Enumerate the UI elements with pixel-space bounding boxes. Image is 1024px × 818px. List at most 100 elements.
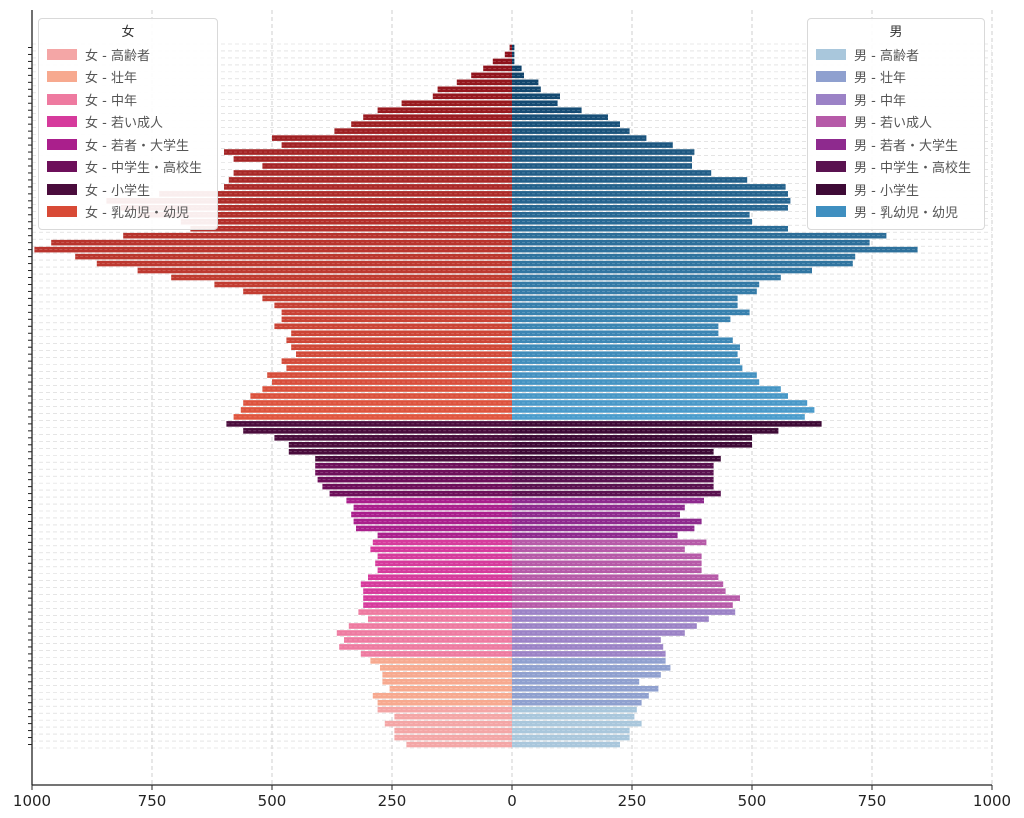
bar-female-48 (240, 407, 513, 413)
bar-female-19 (358, 609, 512, 615)
legend-label: 男 - 乳幼児・幼児 (854, 206, 958, 222)
bar-male-90 (512, 114, 608, 120)
bar-female-7 (372, 692, 512, 699)
bar-male-99 (512, 51, 515, 58)
x-tick-label: 500 (738, 792, 767, 810)
bar-male-12 (512, 658, 666, 664)
legend-title-male: 男 (889, 25, 903, 40)
bar-male-23 (512, 581, 724, 587)
bar-male-26 (512, 560, 702, 567)
bar-female-78 (106, 198, 513, 204)
bar-female-30 (377, 532, 512, 539)
bar-male-81 (512, 177, 748, 183)
bar-male-76 (512, 211, 750, 218)
bar-male-47 (512, 414, 805, 420)
bar-male-97 (512, 65, 522, 72)
bar-male-25 (512, 567, 702, 574)
bar-male-2 (512, 727, 630, 734)
bar-female-20 (363, 602, 512, 608)
legend-item: 男 - 乳幼児・幼児 (816, 201, 976, 224)
bar-male-22 (512, 588, 726, 594)
bar-male-64 (512, 295, 738, 302)
bar-male-18 (512, 616, 709, 622)
legend-label: 男 - 中年 (854, 93, 906, 109)
bar-male-1 (512, 734, 630, 741)
bar-male-20 (512, 602, 733, 608)
bar-male-56 (512, 351, 738, 357)
bar-male-8 (512, 685, 659, 692)
bar-female-2 (394, 727, 512, 734)
bar-male-34 (512, 504, 685, 511)
bar-female-49 (243, 400, 512, 406)
bar-male-73 (512, 232, 887, 239)
x-tick-label: 250 (618, 792, 647, 810)
bar-female-55 (281, 358, 512, 364)
bar-female-5 (377, 706, 512, 713)
legend-item: 女 - 乳幼児・幼児 (47, 201, 209, 224)
bar-female-56 (296, 351, 512, 357)
bar-male-60 (512, 323, 719, 330)
bar-female-67 (171, 274, 512, 281)
legend-swatch (816, 71, 846, 83)
legend-label: 男 - 小学生 (854, 183, 919, 199)
bar-male-41 (512, 455, 721, 462)
legend-label: 男 - 若い成人 (854, 116, 932, 132)
legend-swatch (47, 93, 77, 105)
bar-female-82 (233, 170, 512, 176)
bar-female-33 (351, 511, 512, 518)
x-tick-label: 750 (858, 792, 887, 810)
bar-male-78 (512, 198, 791, 204)
bar-female-90 (363, 114, 512, 120)
bar-female-39 (315, 469, 512, 476)
bar-female-11 (380, 665, 512, 671)
bar-male-30 (512, 532, 678, 539)
bar-female-87 (272, 135, 512, 141)
bar-male-55 (512, 358, 740, 364)
legend-label: 女 - 小学生 (85, 183, 150, 199)
x-tick-label: 500 (258, 792, 287, 810)
bar-male-96 (512, 72, 524, 79)
bar-male-33 (512, 511, 680, 518)
bar-male-82 (512, 170, 712, 176)
bar-male-50 (512, 393, 788, 399)
legend-swatch (816, 48, 846, 60)
bar-female-24 (368, 574, 512, 581)
bar-male-28 (512, 546, 685, 553)
legend-item: 女 - 中学生・高校生 (47, 156, 209, 179)
bar-female-46 (226, 421, 512, 427)
bar-female-92 (401, 100, 512, 107)
bar-female-14 (339, 644, 512, 650)
legend-label: 男 - 中学生・高校生 (854, 161, 971, 177)
bar-female-6 (377, 699, 512, 706)
bar-male-48 (512, 407, 815, 413)
legend-swatch (47, 161, 77, 173)
legend-label: 男 - 若者・大学生 (854, 138, 958, 154)
bar-female-70 (75, 253, 512, 260)
bar-female-10 (382, 672, 512, 678)
bar-male-98 (512, 58, 515, 65)
legend-item: 女 - 中年 (47, 88, 209, 111)
legend-item: 女 - 若い成人 (47, 111, 209, 134)
bar-male-21 (512, 595, 740, 601)
bar-female-57 (291, 344, 512, 350)
bar-male-13 (512, 651, 666, 657)
bar-male-68 (512, 267, 812, 274)
legend-item: 女 - 小学生 (47, 178, 209, 201)
bar-female-35 (346, 497, 512, 504)
bar-female-28 (370, 546, 512, 553)
legend-item: 男 - 高齢者 (816, 43, 976, 66)
bar-male-61 (512, 316, 731, 323)
bar-female-65 (243, 288, 512, 295)
bar-female-60 (274, 323, 512, 330)
bar-male-39 (512, 469, 714, 476)
bar-male-100 (512, 44, 515, 51)
bar-male-88 (512, 128, 630, 134)
legend-swatch (816, 206, 846, 218)
bar-male-5 (512, 706, 637, 713)
bar-female-25 (377, 567, 512, 574)
bar-male-46 (512, 421, 822, 427)
bar-male-77 (512, 205, 788, 211)
legend-swatch (816, 161, 846, 173)
legend-female: 女 女 - 高齢者女 - 壮年女 - 中年女 - 若い成人女 - 若者・大学生女… (38, 18, 218, 230)
legend-label: 女 - 高齢者 (85, 48, 150, 64)
